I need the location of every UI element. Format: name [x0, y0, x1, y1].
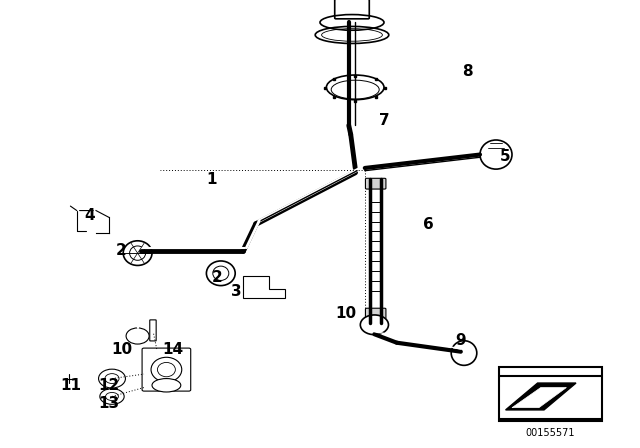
- Text: 12: 12: [98, 378, 120, 393]
- Text: 3: 3: [232, 284, 242, 299]
- Ellipse shape: [100, 388, 124, 404]
- Ellipse shape: [152, 379, 181, 392]
- Text: 14: 14: [162, 342, 184, 357]
- Ellipse shape: [99, 369, 125, 388]
- Text: 10: 10: [111, 342, 132, 357]
- Polygon shape: [506, 383, 576, 410]
- Text: 10: 10: [335, 306, 356, 321]
- Text: 9: 9: [456, 333, 466, 348]
- Ellipse shape: [451, 341, 477, 366]
- FancyBboxPatch shape: [365, 178, 386, 189]
- Text: 7: 7: [379, 113, 389, 129]
- Text: 1: 1: [206, 172, 216, 187]
- Text: 13: 13: [98, 396, 120, 411]
- Ellipse shape: [480, 140, 512, 169]
- Text: 5: 5: [500, 149, 511, 164]
- FancyBboxPatch shape: [150, 320, 156, 341]
- Text: 2: 2: [116, 243, 127, 258]
- Ellipse shape: [123, 241, 152, 265]
- FancyBboxPatch shape: [365, 308, 386, 319]
- Bar: [499, 367, 602, 421]
- Circle shape: [360, 315, 388, 335]
- Ellipse shape: [151, 358, 182, 382]
- Ellipse shape: [206, 261, 236, 286]
- Text: 8: 8: [462, 64, 472, 79]
- Text: 00155571: 00155571: [525, 428, 575, 438]
- Text: 11: 11: [60, 378, 81, 393]
- Text: 6: 6: [424, 216, 434, 232]
- Polygon shape: [512, 388, 566, 408]
- Text: 4: 4: [84, 207, 95, 223]
- Text: 2: 2: [212, 270, 223, 285]
